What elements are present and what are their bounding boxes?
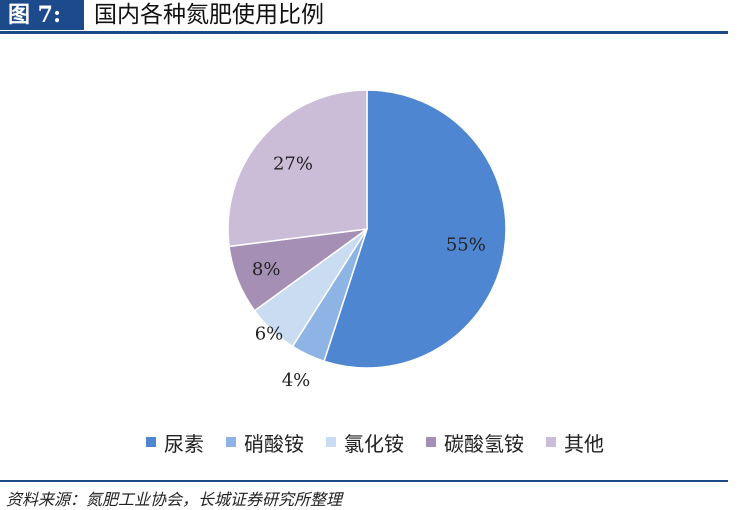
footer-rule (0, 480, 728, 482)
pie-slice-0 (323, 89, 507, 369)
legend-item-1: 硝酸铵 (226, 428, 304, 457)
legend-swatch-1 (226, 437, 236, 447)
legend-item-3: 碳酸氢铵 (426, 428, 524, 457)
source-note: 资料来源：氮肥工业协会，长城证券研究所整理 (6, 490, 343, 509)
chart-legend: 尿素 硝酸铵 氯化铵 碳酸氢铵 其他 (0, 427, 750, 457)
slice-label-4: 27% (273, 154, 313, 175)
legend-item-0: 尿素 (146, 428, 204, 457)
legend-label-1: 硝酸铵 (244, 431, 304, 456)
pie-slice-4 (227, 89, 368, 248)
slice-label-0: 55% (446, 235, 486, 256)
legend-label-4: 其他 (564, 431, 604, 456)
slice-label-1: 4% (282, 370, 311, 391)
header-rule (0, 31, 728, 34)
legend-item-2: 氯化铵 (326, 428, 404, 457)
legend-swatch-4 (546, 437, 556, 447)
legend-swatch-2 (326, 437, 336, 447)
slice-label-2: 6% (255, 323, 284, 344)
legend-swatch-0 (146, 437, 156, 447)
legend-swatch-3 (426, 437, 436, 447)
slice-label-3: 8% (252, 259, 281, 280)
figure-title: 国内各种氮肥使用比例 (94, 2, 324, 28)
legend-label-0: 尿素 (164, 431, 204, 456)
legend-label-2: 氯化铵 (344, 431, 404, 456)
figure-header: 图 7: 国内各种氮肥使用比例 (0, 0, 750, 34)
figure-label: 图 7: (0, 0, 84, 30)
legend-item-4: 其他 (546, 428, 604, 457)
legend-label-3: 碳酸氢铵 (444, 431, 524, 456)
pie-chart: 55% 4% 6% 8% 27% (227, 89, 507, 391)
